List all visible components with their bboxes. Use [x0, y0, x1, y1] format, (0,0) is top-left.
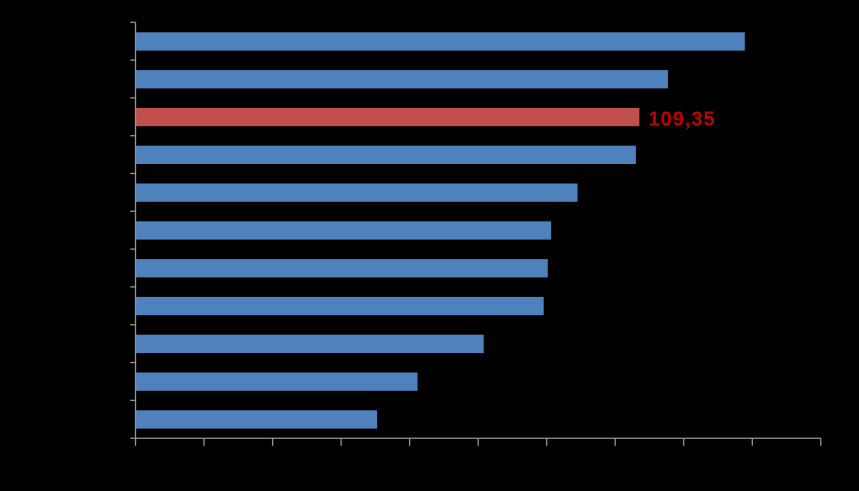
svg-text:109,35: 109,35	[649, 108, 716, 130]
